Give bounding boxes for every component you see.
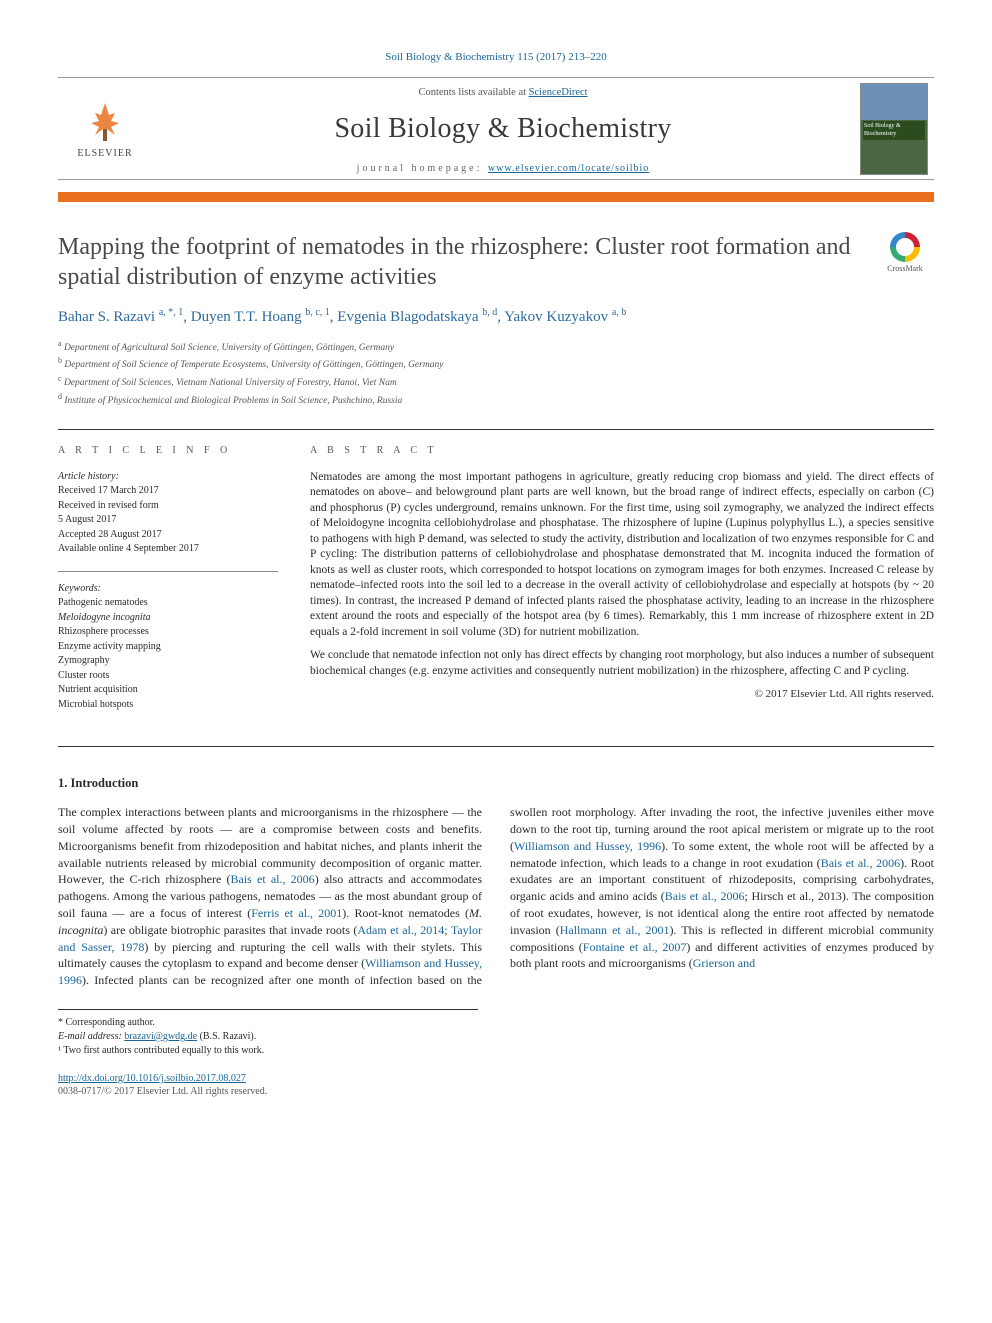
sciencedirect-link[interactable]: ScienceDirect [529, 87, 588, 98]
journal-homepage-line: journal homepage: www.elsevier.com/locat… [146, 162, 860, 176]
author-email-link[interactable]: brazavi@gwdg.de [124, 1031, 197, 1042]
rule [58, 429, 934, 430]
contents-prefix: Contents lists available at [418, 87, 528, 98]
journal-cover-thumb: Soil Biology & Biochemistry [860, 83, 928, 175]
email-label: E-mail address: [58, 1031, 124, 1042]
accent-bar [58, 192, 934, 202]
shared-first-authors: ¹ Two first authors contributed equally … [58, 1044, 478, 1058]
rule [58, 746, 934, 747]
body-text: The complex interactions between plants … [58, 804, 934, 989]
intro-paragraph: The complex interactions between plants … [58, 804, 934, 989]
corresponding-author: * Corresponding author. [58, 1016, 478, 1030]
article-history: Received 17 March 2017Received in revise… [58, 485, 199, 554]
doi-block: http://dx.doi.org/10.1016/j.soilbio.2017… [58, 1072, 934, 1099]
copyright-line: © 2017 Elsevier Ltd. All rights reserved… [310, 687, 934, 702]
abstract-column: A B S T R A C T Nematodes are among the … [310, 444, 934, 726]
journal-reference: Soil Biology & Biochemistry 115 (2017) 2… [58, 50, 934, 65]
crossmark-badge[interactable]: CrossMark [876, 232, 934, 275]
issn-copyright: 0038-0717/© 2017 Elsevier Ltd. All right… [58, 1086, 267, 1097]
publisher-name: ELSEVIER [77, 147, 132, 161]
contents-line: Contents lists available at ScienceDirec… [146, 86, 860, 100]
journal-banner: ELSEVIER Contents lists available at Sci… [58, 77, 934, 180]
keywords-list: Pathogenic nematodesMeloidogyne incognit… [58, 597, 161, 710]
author-list: Bahar S. Razavi a, *, 1, Duyen T.T. Hoan… [58, 306, 934, 327]
article-title: Mapping the footprint of nematodes in th… [58, 232, 862, 292]
crossmark-icon [890, 232, 920, 262]
keywords-label: Keywords: [58, 583, 101, 594]
homepage-label: journal homepage: [357, 163, 488, 174]
affiliations: a Department of Agricultural Soil Scienc… [58, 338, 934, 410]
history-label: Article history: [58, 471, 119, 482]
abstract-heading: A B S T R A C T [310, 444, 934, 458]
elsevier-tree-icon [81, 97, 129, 145]
abstract-p1: Nematodes are among the most important p… [310, 470, 934, 641]
article-info-heading: A R T I C L E I N F O [58, 444, 278, 458]
crossmark-label: CrossMark [876, 264, 934, 275]
cover-caption: Soil Biology & Biochemistry [863, 121, 925, 139]
email-attribution: (B.S. Razavi). [197, 1031, 256, 1042]
footnotes: * Corresponding author. E-mail address: … [58, 1009, 478, 1058]
journal-homepage-link[interactable]: www.elsevier.com/locate/soilbio [488, 163, 649, 174]
article-info-column: A R T I C L E I N F O Article history: R… [58, 444, 278, 726]
abstract-p2: We conclude that nematode infection not … [310, 648, 934, 679]
publisher-logo[interactable]: ELSEVIER [64, 97, 146, 161]
doi-link[interactable]: http://dx.doi.org/10.1016/j.soilbio.2017… [58, 1073, 246, 1084]
journal-name: Soil Biology & Biochemistry [146, 110, 860, 148]
section-heading-intro: 1. Introduction [58, 775, 934, 792]
